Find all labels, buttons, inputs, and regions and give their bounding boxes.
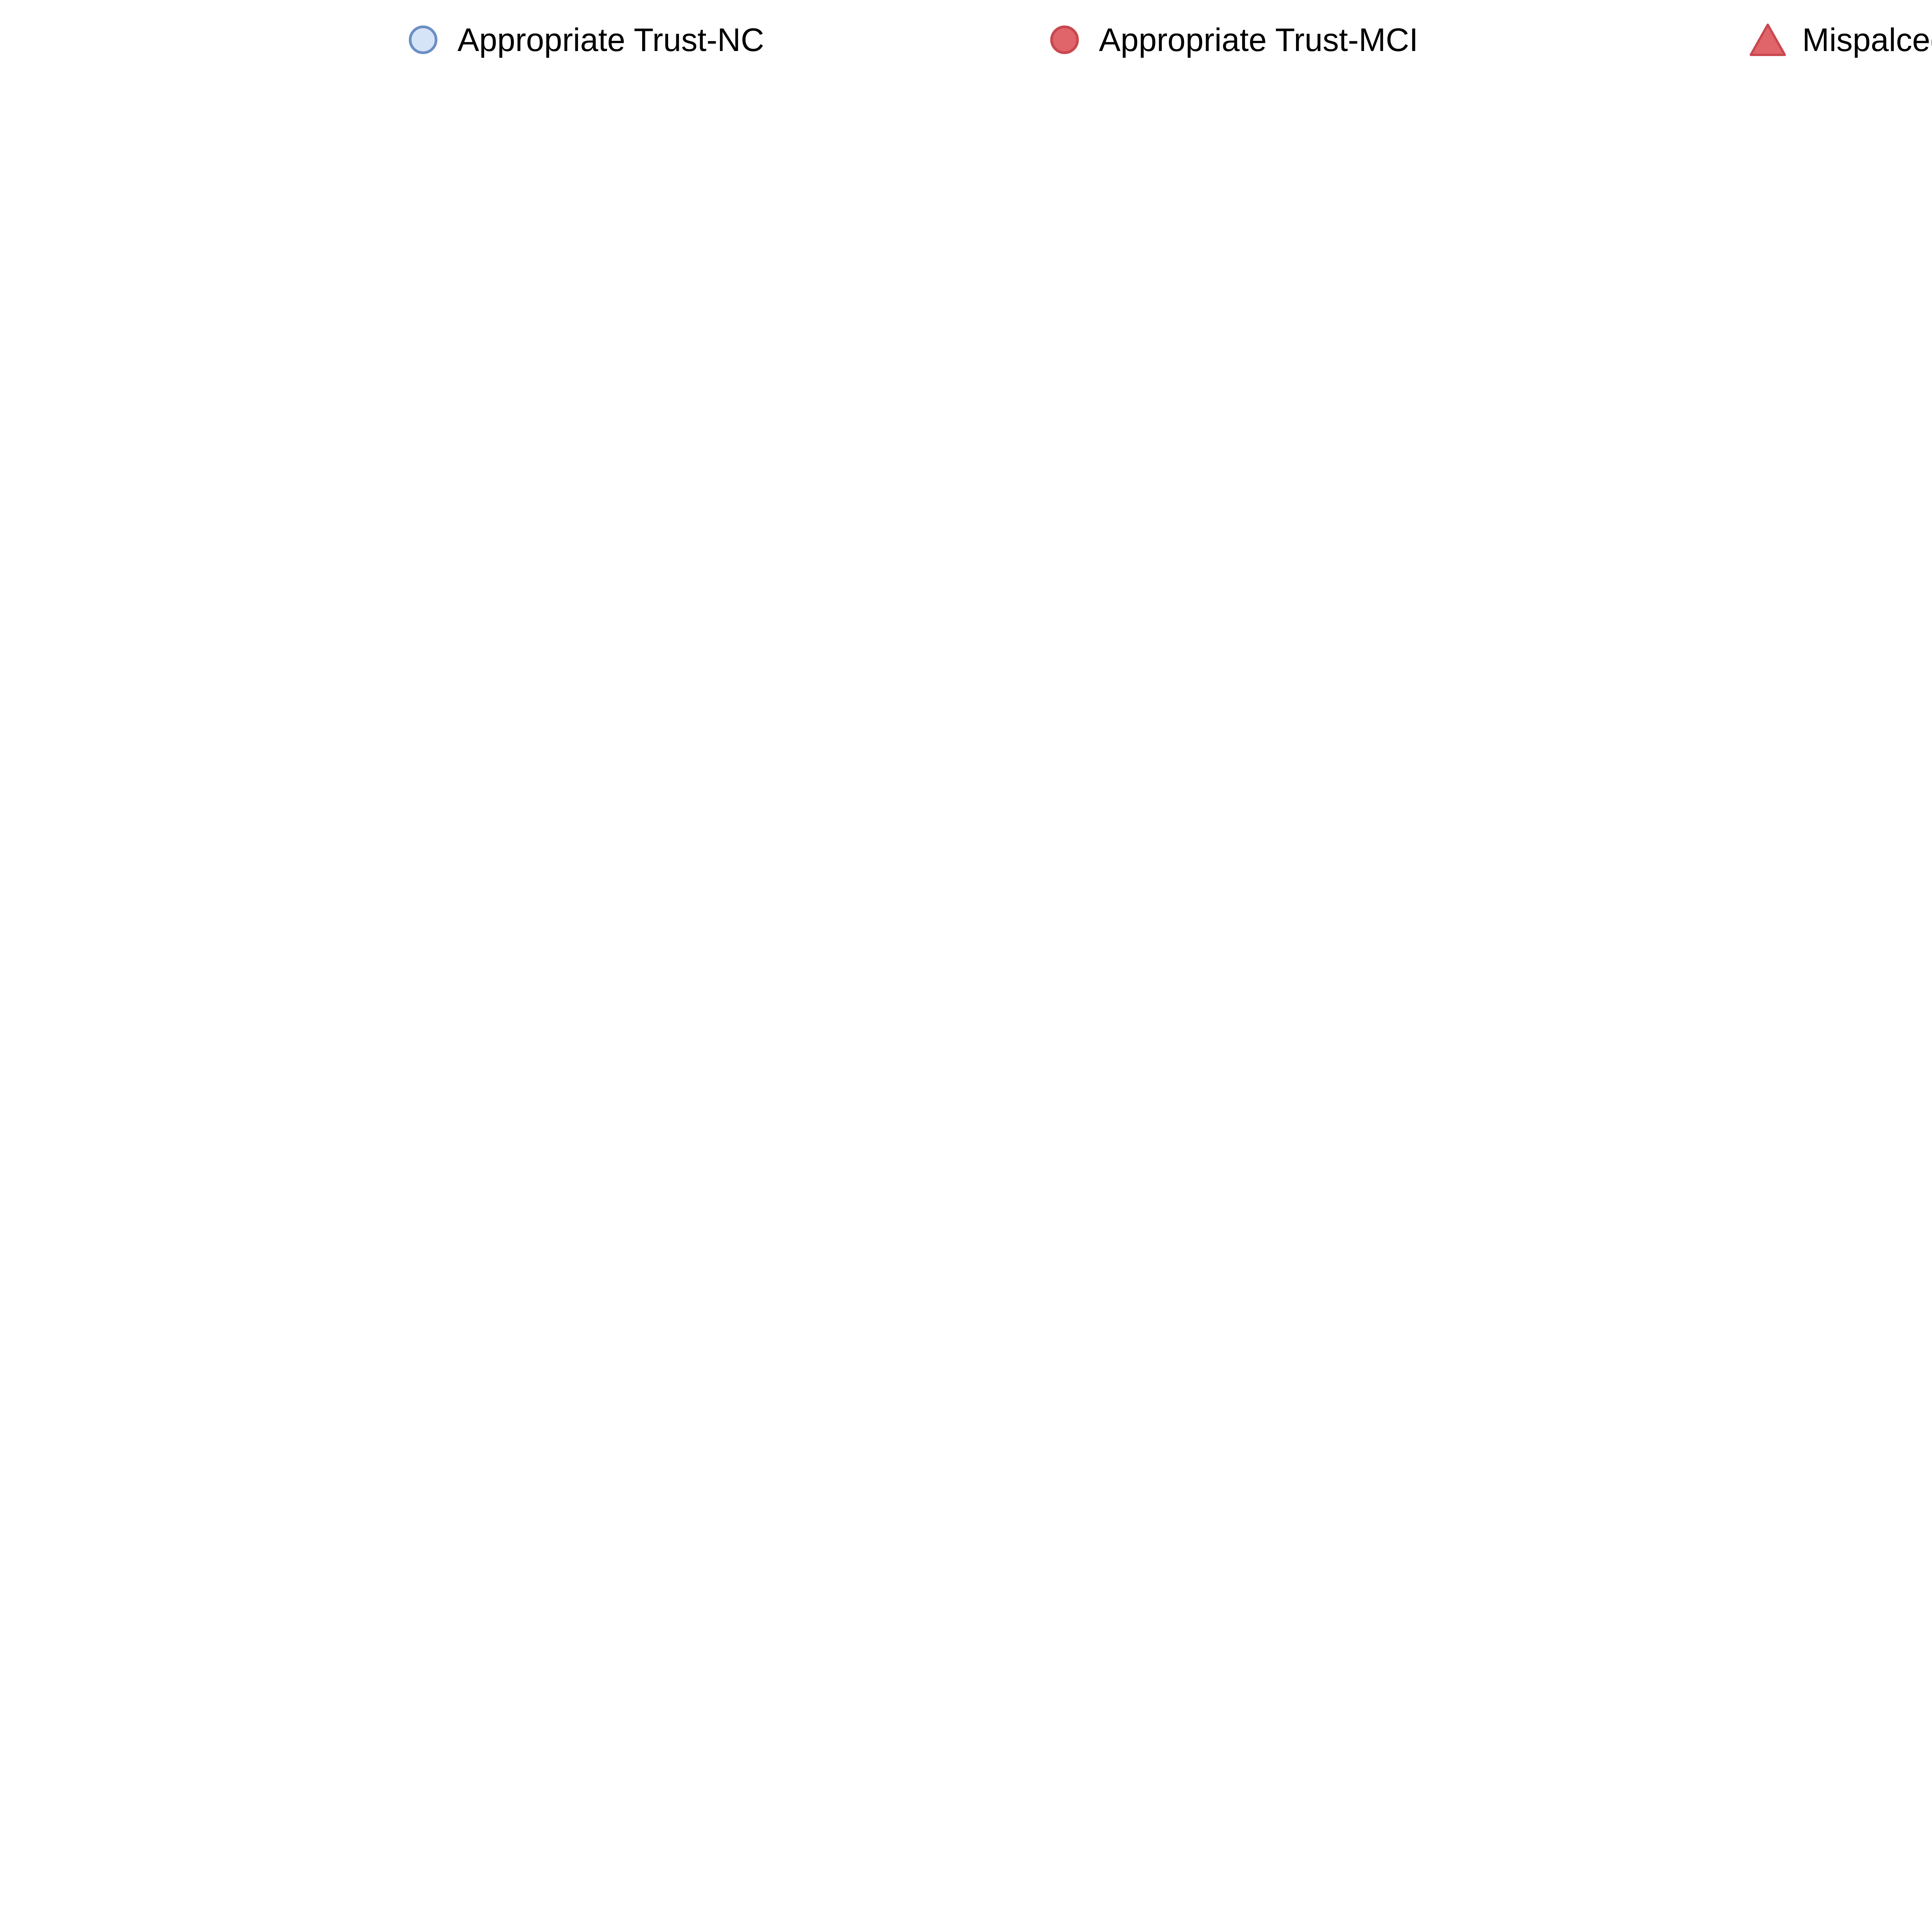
legend-item-label: Appropriate Trust-MCI (1099, 21, 1418, 58)
panel-grid (0, 79, 1932, 1932)
triangle-filled-icon (1747, 23, 1789, 56)
legend: Appropriate Trust-NC Appropriate Trust-MC… (0, 0, 1932, 79)
circle-outline-icon (402, 25, 444, 54)
legend-item-0: Appropriate Trust-NC (402, 24, 764, 56)
legend-item-label: Mispalced Trust-NC (1802, 21, 1932, 58)
legend-item-label: Appropriate Trust-NC (457, 21, 764, 58)
legend-item-1: Appropriate Trust-MCI (1043, 24, 1418, 56)
legend-item-2: Mispalced Trust-NC (1747, 23, 1932, 56)
circle-filled-icon (1043, 25, 1086, 54)
